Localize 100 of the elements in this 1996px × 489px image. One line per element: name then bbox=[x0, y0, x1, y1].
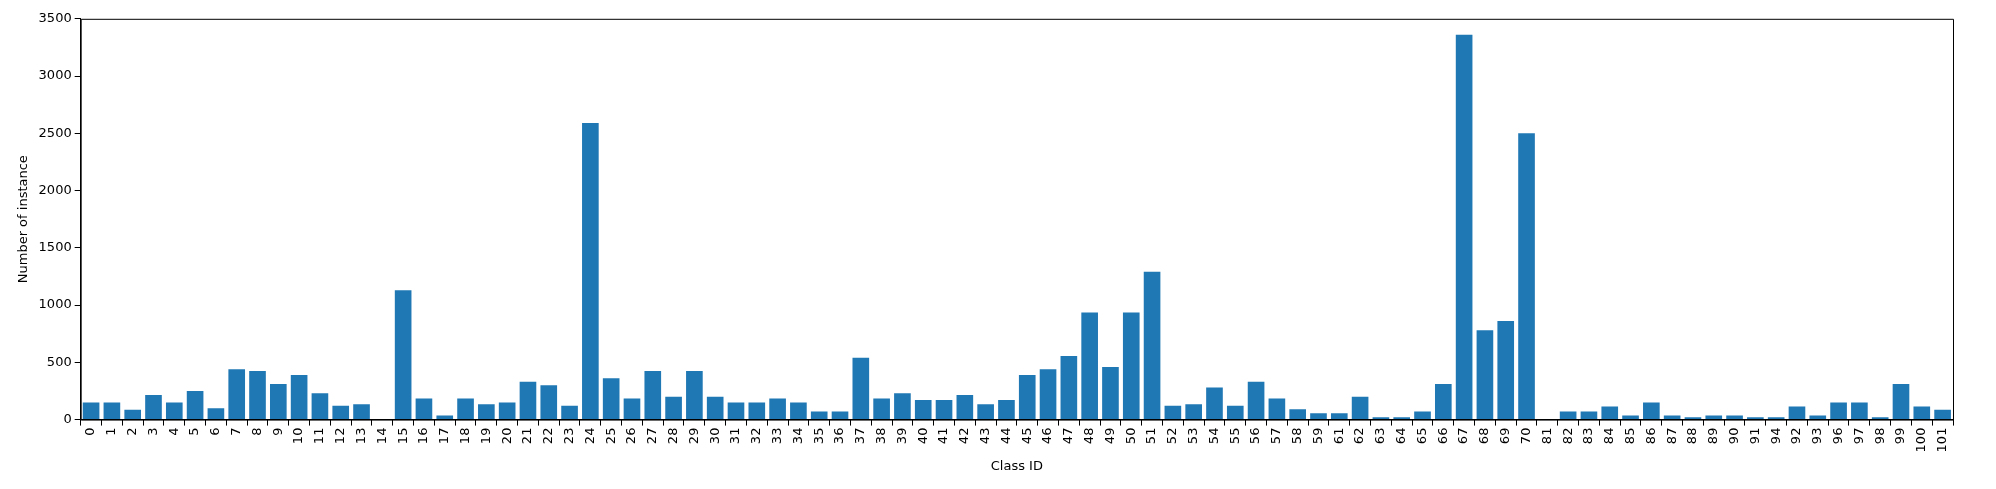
bar bbox=[1601, 406, 1619, 420]
bar bbox=[1455, 34, 1473, 420]
x-tick-label: 99 bbox=[1892, 427, 1908, 445]
x-tick-label: 22 bbox=[540, 427, 556, 445]
x-tick-label: 37 bbox=[852, 427, 868, 445]
bar bbox=[1643, 402, 1660, 420]
x-tick-label: 14 bbox=[373, 427, 389, 445]
bar bbox=[1788, 406, 1806, 420]
x-tick-label: 82 bbox=[1559, 427, 1575, 445]
x-tick-label: 43 bbox=[977, 427, 993, 445]
y-tick-label: 500 bbox=[46, 353, 72, 369]
x-tick-label: 57 bbox=[1268, 427, 1284, 445]
x-tick-label: 55 bbox=[1226, 427, 1242, 445]
x-tick-label: 18 bbox=[456, 427, 472, 445]
bar bbox=[353, 404, 370, 420]
y-tick-label: 1000 bbox=[38, 296, 72, 312]
x-tick-label: 70 bbox=[1517, 427, 1533, 445]
bar bbox=[790, 402, 807, 420]
x-tick-label: 59 bbox=[1309, 427, 1325, 445]
x-tick-label: 68 bbox=[1476, 427, 1492, 445]
x-tick-label: 90 bbox=[1725, 427, 1741, 445]
x-tick-label: 87 bbox=[1663, 427, 1679, 445]
x-tick-label: 97 bbox=[1850, 427, 1866, 445]
x-tick-label: 41 bbox=[935, 427, 951, 445]
bar bbox=[1851, 402, 1868, 420]
x-tick-label: 3 bbox=[144, 427, 160, 436]
bar bbox=[1102, 366, 1119, 420]
x-tick-label: 12 bbox=[332, 427, 348, 445]
bar bbox=[831, 411, 849, 420]
bar bbox=[1060, 356, 1078, 420]
x-tick-label: 50 bbox=[1122, 427, 1138, 445]
bar bbox=[1351, 396, 1369, 420]
x-axis-title: Class ID bbox=[990, 457, 1043, 473]
x-tick-label: 51 bbox=[1143, 427, 1159, 445]
x-tick-label: 35 bbox=[810, 427, 826, 445]
x-tick-label: 4 bbox=[165, 427, 181, 436]
x-tick-label: 7 bbox=[228, 427, 244, 436]
bar bbox=[145, 394, 162, 420]
x-tick-label: 83 bbox=[1580, 427, 1596, 445]
x-tick-label: 66 bbox=[1434, 427, 1450, 445]
x-tick-label: 94 bbox=[1767, 427, 1783, 445]
y-tick-label: 2000 bbox=[38, 181, 72, 197]
x-tick-label: 98 bbox=[1871, 427, 1887, 445]
x-tick-label: 2 bbox=[124, 427, 140, 436]
bar bbox=[935, 400, 953, 420]
bar bbox=[873, 398, 890, 420]
bar bbox=[956, 394, 974, 420]
bar bbox=[1476, 330, 1494, 420]
x-tick-label: 96 bbox=[1829, 427, 1845, 445]
x-tick-label: 81 bbox=[1538, 427, 1554, 445]
bar bbox=[748, 402, 766, 420]
x-tick-label: 49 bbox=[1101, 427, 1117, 445]
x-tick-label: 21 bbox=[519, 427, 535, 445]
x-tick-label: 44 bbox=[997, 427, 1013, 445]
bar bbox=[1434, 384, 1452, 420]
x-tick-label: 19 bbox=[477, 427, 493, 445]
x-tick-label: 27 bbox=[644, 427, 660, 445]
x-tick-label: 33 bbox=[768, 427, 784, 445]
x-tick-label: 47 bbox=[1060, 427, 1076, 445]
x-tick-label: 23 bbox=[560, 427, 576, 445]
x-tick-label: 63 bbox=[1372, 427, 1388, 445]
x-tick-label: 36 bbox=[831, 427, 847, 445]
bar bbox=[1185, 404, 1202, 420]
x-tick-label: 56 bbox=[1247, 427, 1263, 445]
bar bbox=[540, 385, 558, 420]
x-tick-label: 101 bbox=[1933, 427, 1949, 453]
x-tick-label: 5 bbox=[186, 427, 202, 436]
bar bbox=[1934, 409, 1951, 420]
x-tick-label: 86 bbox=[1642, 427, 1658, 445]
x-tick-label: 0 bbox=[82, 427, 98, 436]
bar bbox=[1164, 405, 1182, 420]
x-tick-label: 28 bbox=[664, 427, 680, 445]
x-tick-label: 26 bbox=[623, 427, 639, 445]
x-tick-label: 32 bbox=[748, 427, 764, 445]
x-tick-label: 42 bbox=[956, 427, 972, 445]
x-tick-label: 40 bbox=[914, 427, 930, 445]
bar bbox=[249, 370, 266, 420]
x-tick-label: 15 bbox=[394, 427, 410, 445]
bar bbox=[82, 402, 100, 420]
bar bbox=[457, 398, 474, 420]
x-tick-label: 38 bbox=[872, 427, 888, 445]
x-tick-label: 52 bbox=[1164, 427, 1180, 445]
bar bbox=[415, 398, 433, 420]
x-tick-label: 1 bbox=[103, 427, 119, 436]
x-tick-label: 61 bbox=[1330, 427, 1346, 445]
bar bbox=[186, 390, 204, 420]
bar bbox=[1892, 384, 1910, 420]
bar bbox=[1018, 374, 1036, 420]
x-tick-label: 100 bbox=[1913, 427, 1929, 453]
x-tick-label: 88 bbox=[1684, 427, 1700, 445]
x-tick-label: 54 bbox=[1205, 427, 1221, 445]
x-tick-label: 11 bbox=[311, 427, 327, 445]
bar bbox=[706, 396, 724, 420]
bar bbox=[1039, 369, 1057, 420]
bar bbox=[207, 408, 225, 420]
x-tick-label: 64 bbox=[1393, 427, 1409, 445]
x-tick-label: 39 bbox=[893, 427, 909, 445]
x-tick-label: 31 bbox=[727, 427, 743, 445]
bar bbox=[1330, 413, 1348, 420]
y-tick-label: 2500 bbox=[38, 124, 72, 140]
